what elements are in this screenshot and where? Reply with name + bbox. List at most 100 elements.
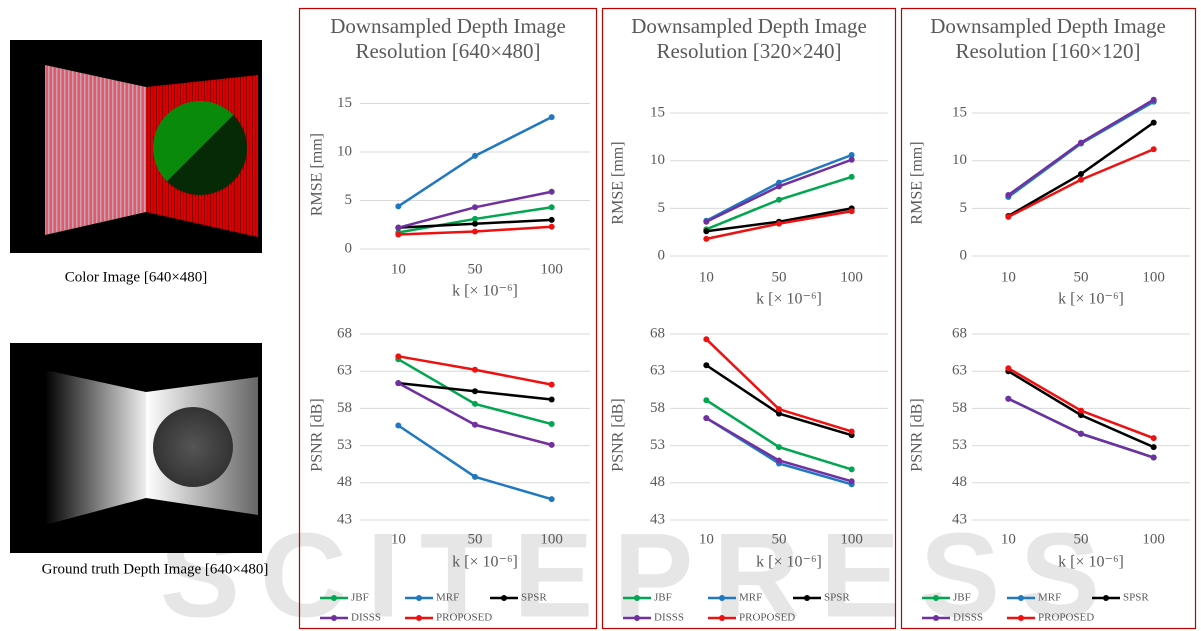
point	[1150, 146, 1157, 153]
legend-marker	[634, 595, 640, 601]
point	[395, 380, 402, 387]
point	[1150, 435, 1157, 442]
image-caption: Ground truth Depth Image [640×480]	[42, 561, 269, 577]
y-tick-label: 58	[650, 400, 665, 416]
legend-label: PROPOSED	[436, 612, 492, 624]
legend-marker	[719, 595, 725, 601]
point	[848, 208, 855, 215]
point	[472, 421, 478, 428]
y-tick-label: 0	[960, 247, 968, 263]
legend-marker	[416, 615, 422, 621]
x-axis-label: k [× 10⁻⁶]	[1058, 291, 1124, 308]
legend-label: MRF	[436, 592, 459, 604]
point	[848, 156, 855, 163]
legend-label: SPSR	[521, 592, 547, 604]
legend-label: DISSS	[953, 612, 983, 624]
series-line	[705, 338, 853, 433]
series-line	[397, 115, 553, 208]
point	[395, 422, 402, 429]
point	[776, 220, 782, 227]
y-tick-label: 0	[658, 247, 666, 263]
point	[548, 223, 555, 230]
legend-marker	[1018, 595, 1024, 601]
point	[1078, 412, 1084, 419]
point	[395, 224, 402, 231]
point	[776, 410, 782, 417]
color-image	[10, 40, 262, 253]
y-tick-label: 63	[952, 363, 967, 379]
point	[1078, 171, 1084, 178]
point	[472, 400, 478, 407]
legend-marker	[1103, 595, 1109, 601]
point	[548, 396, 555, 403]
series-line	[1007, 397, 1155, 459]
panel-border	[900, 7, 1197, 630]
point	[1078, 407, 1084, 414]
x-tick-label: 100	[1142, 531, 1165, 547]
point	[1005, 213, 1012, 220]
point	[703, 397, 710, 404]
y-axis-label: PSNR [dB]	[309, 398, 326, 471]
point	[472, 152, 478, 159]
y-tick-label: 10	[650, 152, 665, 168]
x-axis-label: k [× 10⁻⁶]	[452, 283, 518, 300]
x-tick-label: 10	[1001, 269, 1016, 285]
y-tick-label: 15	[650, 104, 665, 120]
x-tick-label: 50	[468, 531, 483, 547]
point	[703, 362, 710, 369]
point	[472, 220, 478, 227]
y-axis-label: RMSE [mm]	[610, 141, 627, 224]
y-tick-label: 48	[650, 474, 665, 490]
y-tick-label: 58	[952, 400, 967, 416]
legend-marker	[416, 595, 422, 601]
y-tick-label: 43	[337, 511, 352, 527]
series-line	[397, 424, 553, 501]
y-tick-label: 63	[650, 363, 665, 379]
legend-marker	[634, 615, 640, 621]
panel-title: Downsampled Depth Image Resolution [160×…	[930, 14, 1166, 63]
point	[1150, 454, 1157, 461]
point	[776, 457, 782, 464]
point	[472, 366, 478, 373]
point	[1078, 176, 1084, 183]
point	[1005, 192, 1012, 199]
y-tick-label: 58	[337, 400, 352, 416]
point	[848, 466, 855, 473]
y-tick-label: 15	[952, 104, 967, 120]
legend-label: PROPOSED	[1038, 612, 1094, 624]
y-tick-label: 10	[337, 143, 352, 159]
x-tick-label: 100	[840, 531, 863, 547]
y-tick-label: 53	[952, 437, 967, 453]
point	[548, 496, 555, 503]
point	[703, 415, 710, 422]
x-tick-label: 50	[772, 531, 787, 547]
y-tick-label: 43	[650, 511, 665, 527]
point	[1150, 444, 1157, 451]
y-tick-label: 68	[952, 325, 967, 341]
legend-label: JBF	[351, 592, 369, 604]
y-tick-label: 68	[650, 325, 665, 341]
point	[472, 204, 478, 211]
y-tick-label: 63	[337, 363, 352, 379]
point	[1150, 119, 1157, 126]
legend-label: DISSS	[654, 612, 684, 624]
point	[472, 388, 478, 395]
series-line	[1007, 121, 1155, 218]
legend-label: SPSR	[1123, 592, 1149, 604]
panel-title: Downsampled Depth Image Resolution [320×…	[631, 14, 867, 63]
x-tick-label: 50	[772, 269, 787, 285]
legend-marker	[719, 615, 725, 621]
legend-label: MRF	[1038, 592, 1061, 604]
y-tick-label: 5	[960, 200, 968, 216]
legend-label: PROPOSED	[739, 612, 795, 624]
point	[848, 428, 855, 435]
point	[395, 353, 402, 360]
point	[703, 218, 710, 225]
legend-marker	[804, 595, 810, 601]
point	[548, 381, 555, 388]
legend-marker	[933, 595, 939, 601]
point	[548, 204, 555, 211]
point	[848, 173, 855, 180]
point	[548, 441, 555, 448]
x-tick-label: 10	[699, 531, 714, 547]
